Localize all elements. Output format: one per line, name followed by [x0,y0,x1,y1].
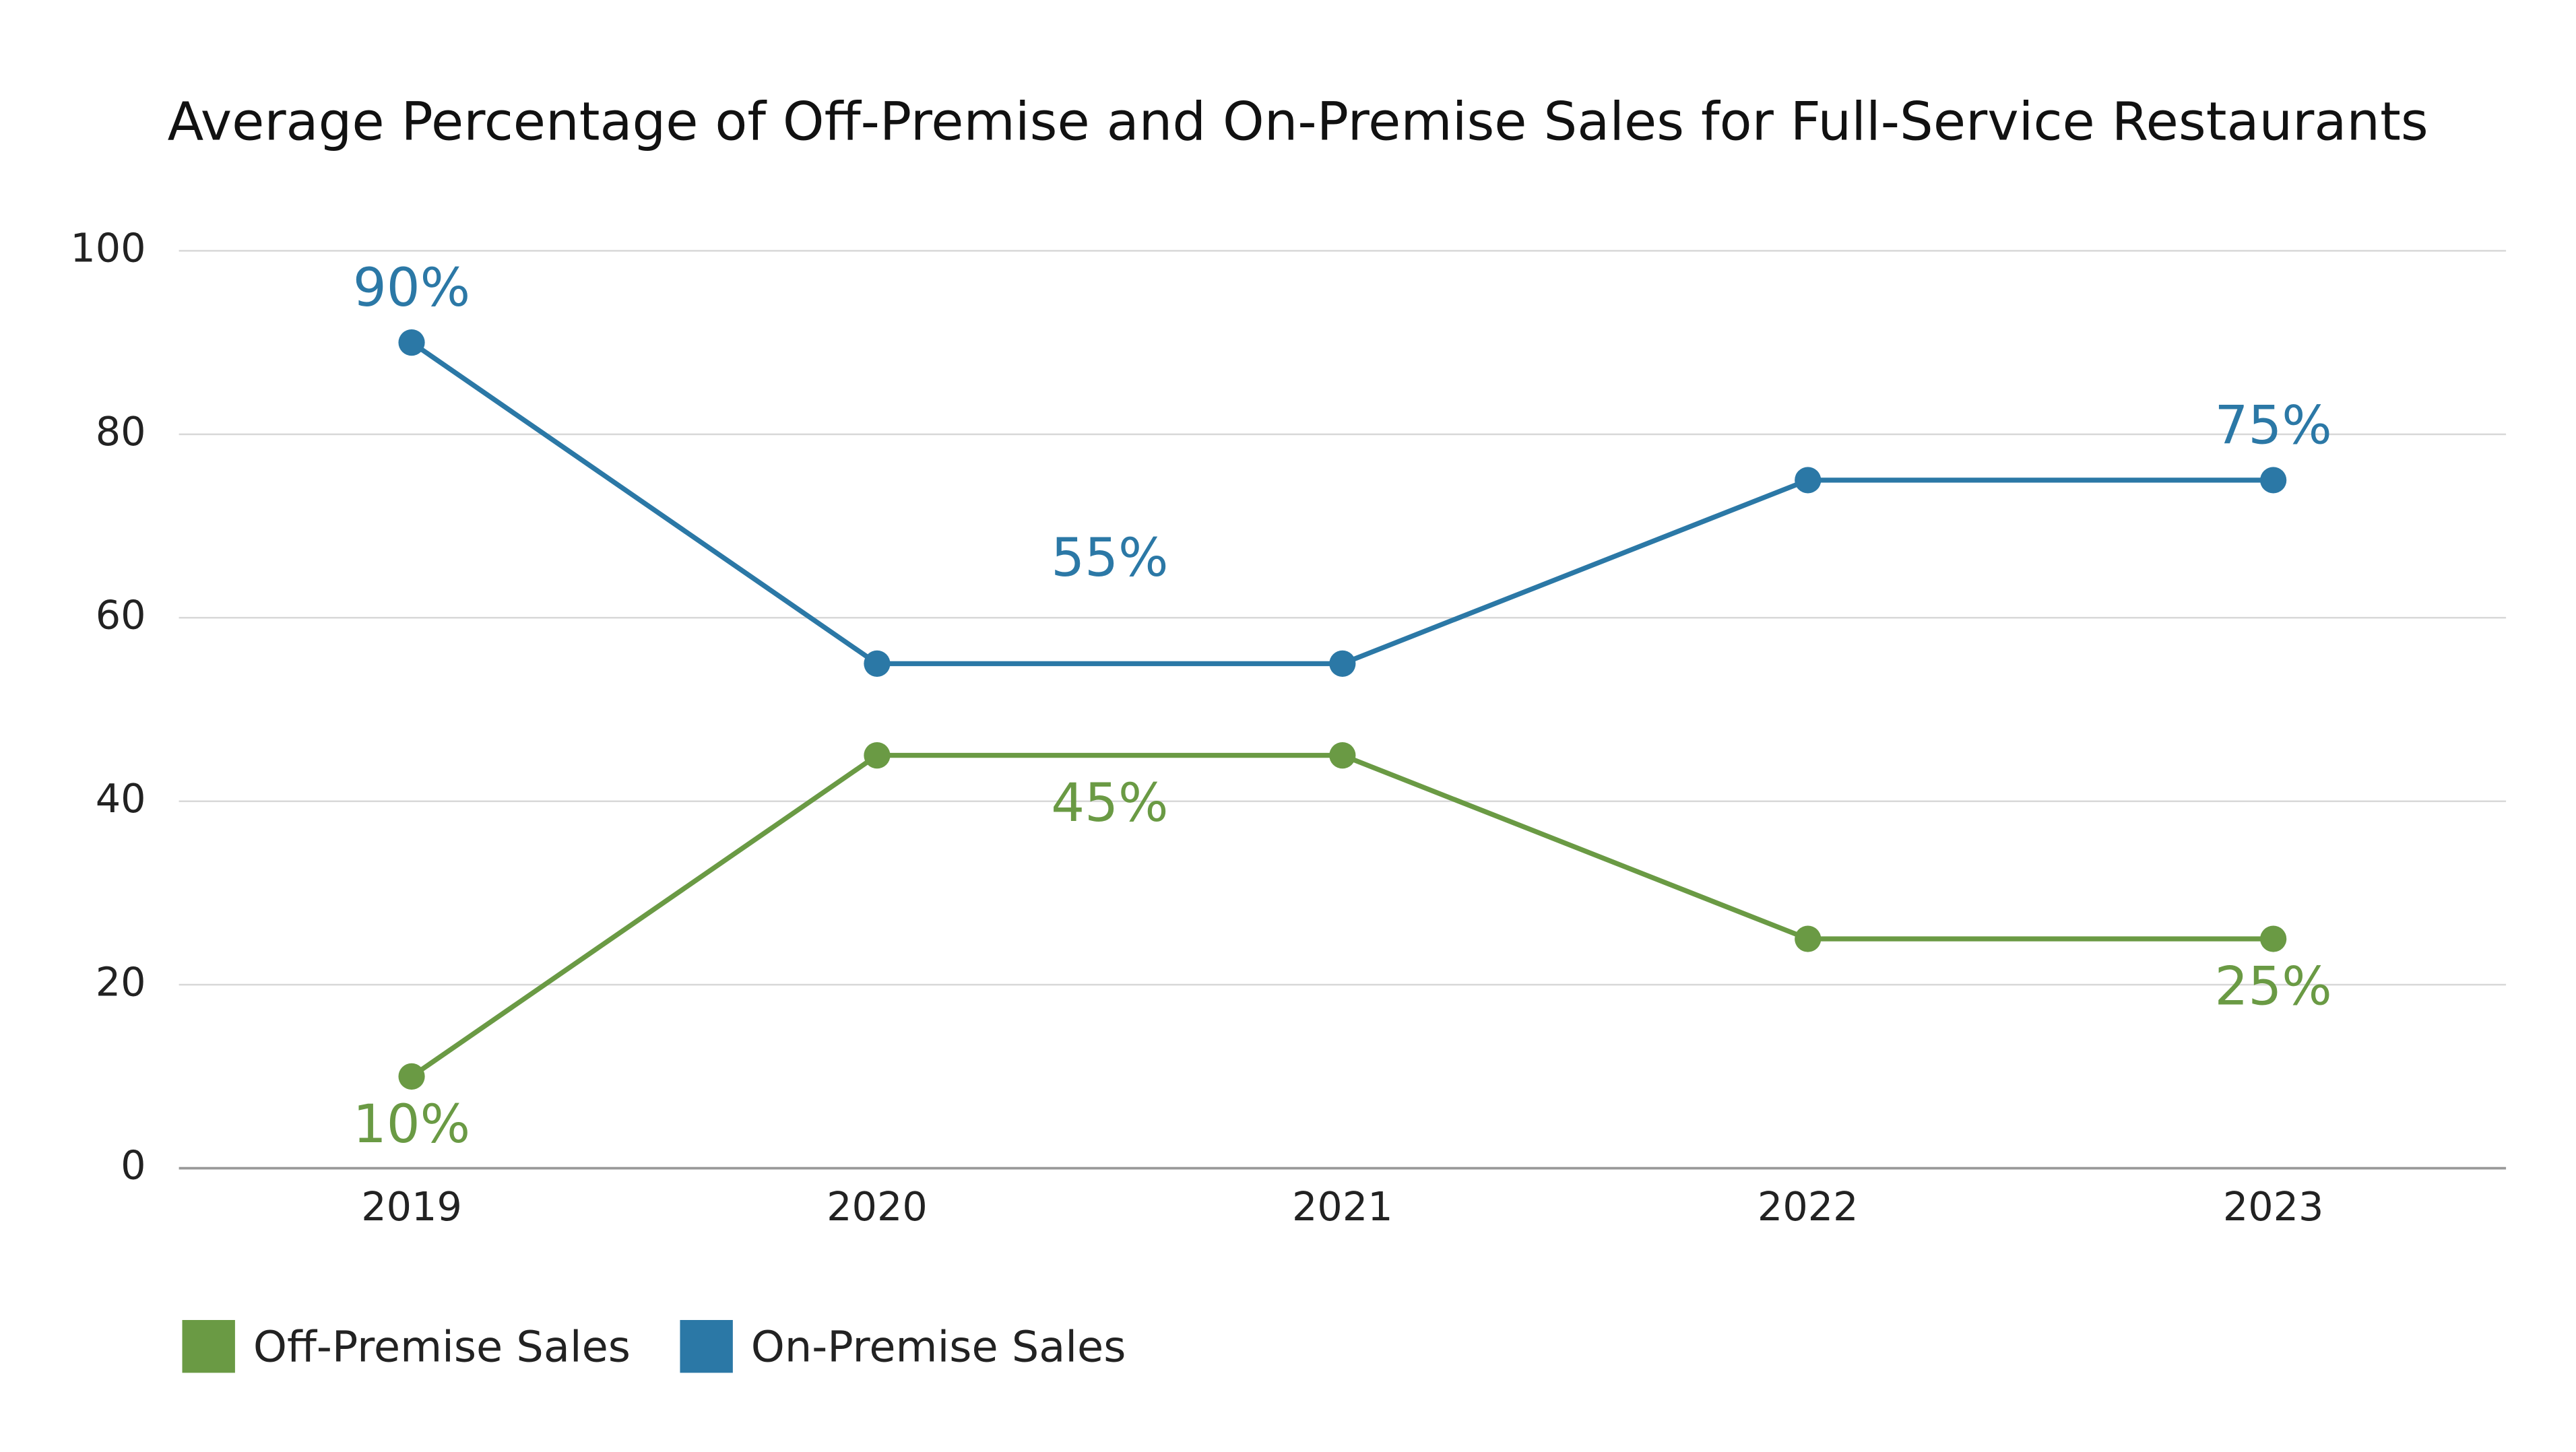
data-point [1329,650,1356,677]
data-label: 55% [1051,527,1168,589]
y-tick-label: 60 [96,591,146,638]
data-point [864,742,891,769]
series-line [410,340,2274,667]
x-tick-label: 2023 [2223,1183,2324,1230]
x-tick-label: 2021 [1292,1183,1393,1230]
chart-title: Average Percentage of Off-Premise and On… [168,92,2428,153]
data-label: 25% [2215,956,2332,1017]
data-point [1795,925,1822,952]
data-label: 10% [353,1094,470,1155]
data-point [2260,925,2287,952]
y-tick-label: 40 [96,775,146,822]
series-line [410,752,2274,1079]
data-point [864,650,891,677]
data-point [2260,467,2287,494]
legend-label: Off-Premise Sales [253,1323,631,1373]
data-label: 90% [353,257,470,319]
legend-swatch [680,1320,733,1373]
x-tick-label: 2019 [361,1183,462,1230]
legend-label: On-Premise Sales [751,1323,1126,1373]
data-point [398,329,425,356]
data-point [1329,742,1356,769]
y-tick-label: 100 [70,225,146,271]
data-label: 75% [2215,395,2332,456]
y-tick-label: 0 [121,1142,146,1189]
data-label: 45% [1051,772,1168,834]
legend-swatch [182,1320,235,1373]
data-point [398,1063,425,1090]
y-tick-label: 80 [96,408,146,455]
y-tick-label: 20 [96,958,146,1005]
x-tick-label: 2020 [827,1183,928,1230]
data-point [1795,467,1822,494]
x-tick-label: 2022 [1758,1183,1859,1230]
